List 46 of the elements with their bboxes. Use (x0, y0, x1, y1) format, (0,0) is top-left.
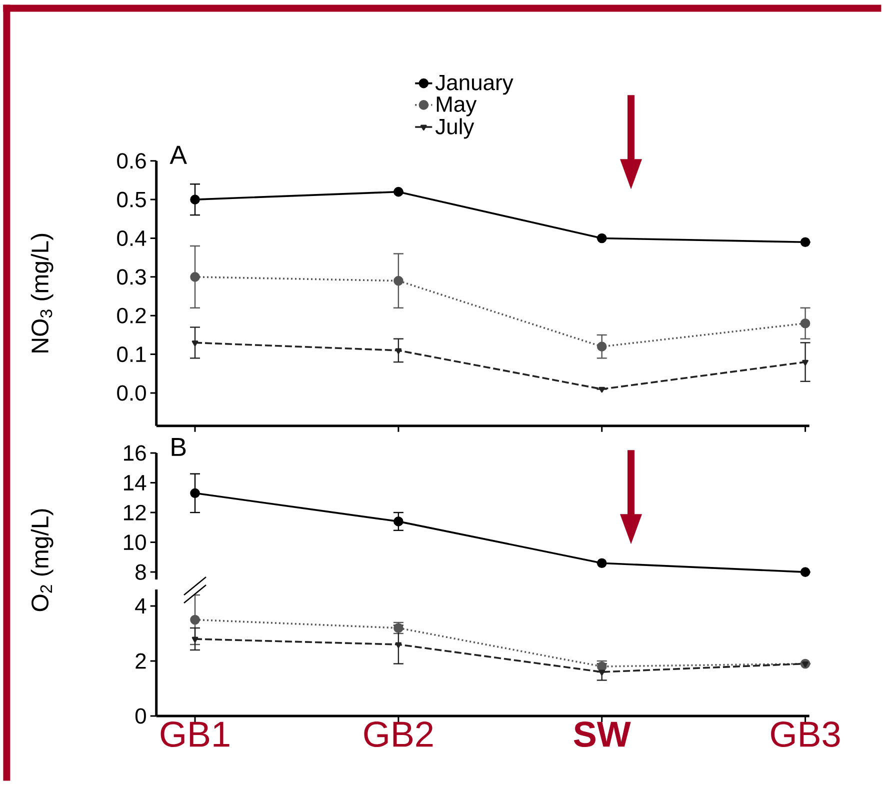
y-tick-label: 8 (136, 564, 146, 580)
point (394, 276, 404, 286)
y-tick-label: 4 (135, 598, 146, 614)
x-tick-label: SW (574, 722, 631, 747)
point (596, 342, 607, 352)
y-tick-label: 12 (124, 504, 146, 520)
chart-title: A (170, 146, 187, 164)
y-axis-title: O$_{2}$ (mg/L) (30, 509, 54, 612)
point (394, 516, 404, 526)
y-tick-label: 0.1 (117, 346, 146, 362)
y-tick-label: 0.0 (117, 385, 146, 401)
x-tick-label: GB3 (771, 722, 840, 747)
point (395, 642, 402, 648)
legend-label: January (435, 74, 514, 95)
point (190, 614, 200, 625)
y-tick-label: 0 (135, 708, 146, 724)
point (598, 670, 606, 676)
point (800, 567, 810, 577)
y-tick-label: 0.6 (117, 153, 146, 169)
point (394, 186, 404, 197)
point (395, 348, 402, 354)
point (596, 233, 607, 244)
y-tick-label: 16 (124, 445, 146, 461)
point (190, 272, 200, 282)
y-tick-label: 10 (124, 534, 146, 550)
point (800, 237, 810, 248)
point (190, 194, 200, 204)
y-tick-label: 0.4 (117, 230, 146, 246)
point (800, 318, 810, 328)
y-tick-label: 2 (136, 653, 146, 669)
point (190, 488, 200, 498)
point (802, 360, 808, 366)
point (192, 636, 198, 642)
y-tick-label: 0.3 (117, 269, 146, 285)
y-tick-label: 0.5 (117, 192, 146, 208)
point (192, 340, 198, 346)
point (596, 558, 607, 568)
chart-title: B (172, 438, 186, 456)
y-tick-label: 14 (124, 475, 146, 490)
x-tick-label: GB2 (364, 722, 433, 747)
point (598, 386, 606, 393)
y-axis-title: NO$_{3}$ (mg/L) (30, 234, 54, 352)
y-tick-label: 0.2 (117, 308, 146, 324)
x-tick-label: GB1 (160, 722, 230, 747)
legend-label: July (435, 118, 474, 139)
legend-label: May (436, 96, 477, 116)
